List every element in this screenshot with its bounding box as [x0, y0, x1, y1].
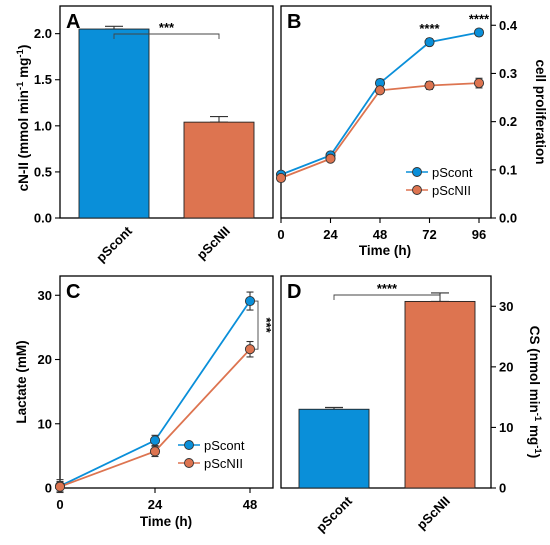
data-point-pscont — [244, 296, 256, 307]
panel-a-frame — [59, 5, 274, 219]
significance-marker: **** — [377, 281, 398, 296]
legend-label-pscnii: pScNII — [432, 183, 471, 198]
y-tick-label: 0.0 — [499, 211, 517, 226]
bar-pscnii — [183, 121, 255, 219]
panel-b-label: B — [287, 11, 301, 33]
y-tick-label: 1.5 — [34, 72, 52, 87]
y-tick-label: 0.1 — [499, 162, 517, 177]
x-tick-label: 0 — [56, 497, 63, 512]
y-tick-label: 0.3 — [499, 66, 517, 81]
significance-bracket — [333, 294, 441, 300]
x-tick-label: 48 — [373, 227, 387, 242]
panel-b-legend: pScont pScNII — [406, 165, 473, 198]
significance-marker: *** — [159, 20, 175, 35]
series-line-pscont — [280, 31, 480, 176]
x-tick-label: 0 — [277, 227, 284, 242]
y-tick-label: 10 — [499, 420, 513, 435]
y-tick-label: 0 — [45, 481, 52, 496]
panel-d-category-label: pScNII — [414, 493, 453, 532]
legend-marker-pscont — [184, 440, 194, 450]
significance-marker: **** — [419, 21, 440, 36]
data-point-pscnii — [424, 80, 435, 91]
x-tick-label: 24 — [323, 227, 338, 242]
y-tick-label: 2.0 — [34, 26, 52, 41]
x-tick-label: 24 — [148, 497, 163, 512]
data-point-pscnii — [325, 153, 336, 164]
data-point-pscnii — [275, 172, 287, 184]
y-tick-label: 1.0 — [34, 118, 52, 133]
y-tick-label: 10 — [38, 416, 52, 431]
panel-d-ylabel: CS (nmol min-1 mg-1) — [527, 326, 543, 458]
data-point-pscont — [424, 37, 435, 48]
data-point-pscnii — [473, 78, 485, 89]
legend-label-pscont: pScont — [432, 165, 473, 180]
x-tick-label: 96 — [472, 227, 486, 242]
panel-c-ylabel: Lactate (mM) — [14, 340, 29, 423]
y-tick-label: 0.5 — [34, 164, 52, 179]
panel-d-label: D — [287, 281, 301, 303]
bar-pscnii — [404, 300, 476, 489]
panel-c-frame — [59, 275, 274, 489]
panel-d-category-label: pScont — [313, 493, 355, 535]
panel-b: B 0 24 48 72 96 0.0 0.1 0.2 0.3 0.4 **** **** Tim… — [275, 5, 548, 258]
y-tick-label: 0.4 — [499, 18, 518, 33]
data-point-pscnii — [54, 481, 66, 492]
panel-a: A 0.0 0.5 1.0 1.5 2.0 *** cN-II (mmol min-1 … — [15, 5, 274, 265]
y-tick-label: 20 — [499, 359, 513, 374]
panel-a-ylabel: cN-II (mmol min-1 mg-1) — [15, 45, 31, 192]
legend-label-pscont: pScont — [204, 438, 245, 453]
panel-d: D 0 10 20 30 **** CS (nmol min-1 mg-1) pSco… — [280, 275, 543, 535]
bar-pscont — [78, 28, 150, 219]
data-point-pscont — [149, 435, 161, 446]
significance-bracket — [113, 33, 220, 39]
x-tick-label: 72 — [422, 227, 436, 242]
panel-c-label: C — [66, 281, 80, 303]
data-point-pscont — [473, 27, 485, 38]
panel-a-category-label: pScNII — [194, 223, 233, 262]
y-tick-label: 20 — [38, 352, 52, 367]
panel-c: C 0 24 48 0 10 20 30 *** Time (h) Lactate (mM… — [14, 275, 274, 529]
significance-bracket — [254, 300, 259, 350]
significance-marker: *** — [259, 318, 274, 334]
data-point-pscnii — [149, 446, 161, 457]
y-tick-label: 30 — [499, 299, 513, 314]
x-tick-label: 48 — [243, 497, 257, 512]
panel-b-ylabel: cell proliferation — [533, 59, 548, 164]
legend-marker-pscnii — [184, 458, 194, 468]
legend-marker-pscnii — [412, 185, 422, 195]
panel-b-xlabel: Time (h) — [359, 243, 411, 258]
y-tick-label: 0.0 — [34, 211, 52, 226]
y-tick-label: 0.2 — [499, 114, 517, 129]
panel-c-legend: pScont pScNII — [178, 438, 245, 471]
panel-a-category-label: pScont — [93, 223, 135, 265]
significance-marker: **** — [469, 12, 490, 27]
panel-c-xlabel: Time (h) — [140, 514, 192, 529]
legend-marker-pscont — [412, 167, 422, 177]
panel-d-frame — [280, 275, 492, 489]
panel-a-label: A — [66, 11, 80, 33]
data-point-pscnii — [374, 85, 386, 96]
panel-b-frame — [280, 5, 492, 219]
bar-pscont — [298, 408, 370, 489]
legend-label-pscnii: pScNII — [204, 456, 243, 471]
y-tick-label: 30 — [38, 288, 52, 303]
data-point-pscnii — [244, 344, 256, 355]
y-tick-label: 0 — [499, 481, 506, 496]
